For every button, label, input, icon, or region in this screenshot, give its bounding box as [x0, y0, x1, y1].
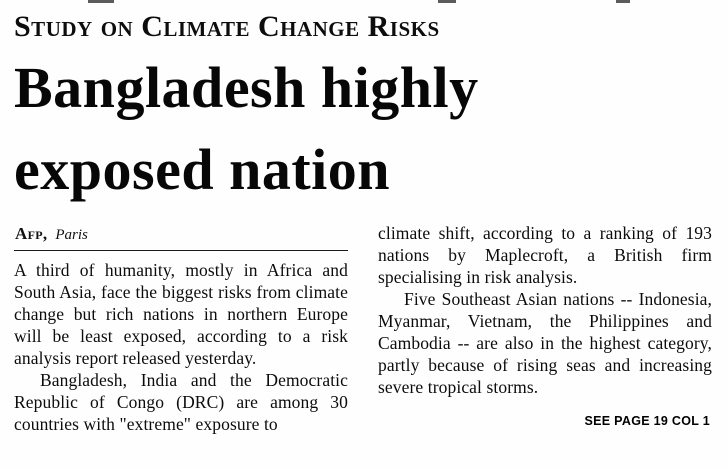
article-columns: Afp, Paris A third of humanity, mostly i… — [14, 222, 712, 435]
scan-artifact — [616, 0, 630, 3]
continuation-note: SEE PAGE 19 COL 1 — [584, 414, 710, 429]
paragraph: Five Southeast Asian nations -- Indonesi… — [378, 288, 712, 398]
byline-agency: Afp, — [15, 223, 48, 243]
byline: Afp, Paris — [14, 222, 348, 250]
headline-line-2: exposed nation — [14, 137, 391, 203]
left-column: Afp, Paris A third of humanity, mostly i… — [14, 222, 348, 435]
paragraph: Bangladesh, India and the Democratic Rep… — [14, 369, 348, 435]
headline-line-1: Bangladesh highly — [14, 55, 479, 120]
paragraph: A third of humanity, mostly in Africa an… — [14, 259, 348, 368]
byline-rule — [14, 249, 348, 251]
left-column-text: A third of humanity, mostly in Africa an… — [14, 259, 348, 435]
scan-artifact — [88, 0, 114, 3]
paragraph: climate shift, according to a ranking of… — [378, 222, 712, 287]
right-column-text: climate shift, according to a ranking of… — [378, 222, 712, 398]
kicker: Study on Climate Change Risks — [14, 10, 440, 43]
scan-artifact — [438, 0, 456, 3]
headline: Bangladesh highly exposed nation — [14, 47, 712, 212]
byline-location: Paris — [55, 226, 88, 243]
right-column: climate shift, according to a ranking of… — [378, 222, 712, 428]
